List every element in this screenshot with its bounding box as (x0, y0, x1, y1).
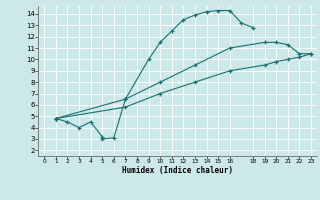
X-axis label: Humidex (Indice chaleur): Humidex (Indice chaleur) (122, 166, 233, 175)
